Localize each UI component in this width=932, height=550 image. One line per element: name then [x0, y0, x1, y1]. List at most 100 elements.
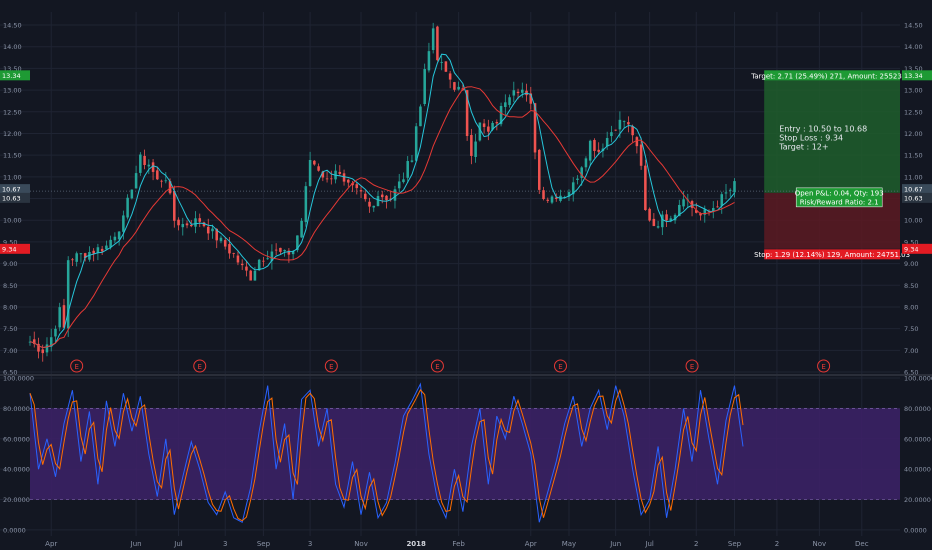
candle-body — [605, 138, 609, 147]
candle-body — [62, 305, 66, 328]
candle-body — [588, 140, 592, 161]
earnings-marker-label: E — [690, 363, 694, 371]
candle-body — [648, 208, 651, 221]
oscillator-line — [29, 382, 744, 524]
candle-body — [215, 228, 219, 241]
left-y-tick-label: 10.00 — [3, 217, 22, 225]
candle-body — [355, 184, 359, 189]
left-y-tick-label: 11.50 — [3, 152, 22, 160]
candle-body — [330, 178, 333, 180]
candle-body — [313, 160, 316, 165]
candle-body — [249, 270, 252, 281]
earnings-marker-label: E — [198, 363, 202, 371]
candle-body — [597, 149, 600, 152]
left-price-tag-label-entry: 10.63 — [2, 194, 21, 202]
candle-body — [54, 328, 57, 337]
candle-body — [542, 190, 545, 200]
x-tick-label: 2018 — [406, 540, 426, 548]
left-y-tick-label: 9.50 — [3, 238, 17, 246]
right-y-tick-label: 14.50 — [904, 22, 923, 30]
earnings-marker[interactable] — [685, 359, 699, 373]
candle-body — [512, 90, 516, 96]
candle-body — [156, 170, 159, 180]
candle-body — [380, 194, 384, 198]
candle-body — [359, 190, 363, 192]
x-tick-label: Sep — [257, 540, 271, 548]
candle-body — [397, 181, 401, 189]
left-price-tag-label-target: 13.34 — [2, 72, 21, 80]
candle-body — [627, 122, 630, 125]
position-labels: Target: 2.71 (25.49%) 271, Amount: 25523… — [750, 70, 913, 260]
left-y-tick-label: 13.00 — [3, 87, 22, 95]
left-osc-tick-label: 40.0000 — [3, 466, 30, 474]
x-tick-label: 2 — [694, 540, 698, 548]
candle-body — [448, 73, 452, 80]
candle-body — [368, 201, 371, 207]
candle-body — [728, 189, 732, 191]
candle-body — [423, 69, 426, 105]
candle-body — [32, 339, 36, 344]
candle-body — [75, 253, 78, 262]
left-price-tag-stop — [0, 243, 30, 254]
candle-body — [716, 206, 719, 208]
right-osc-tick-label: 40.0000 — [904, 466, 931, 474]
candle-body — [232, 253, 235, 255]
candle-body — [495, 122, 499, 124]
left-y-tick-label: 9.00 — [3, 260, 17, 268]
earnings-marker[interactable] — [817, 359, 831, 373]
candle-body — [143, 155, 146, 166]
x-tick-label: Feb — [452, 540, 465, 548]
target-zone[interactable] — [764, 75, 900, 193]
candle-body — [151, 162, 155, 172]
candle-body — [274, 249, 278, 251]
candle-body — [113, 236, 117, 241]
candle-body — [177, 219, 180, 226]
candle-body — [661, 214, 664, 228]
candle-body — [695, 210, 698, 213]
candle-body — [79, 253, 83, 255]
candle-body — [724, 192, 728, 194]
earnings-marker[interactable] — [553, 359, 567, 373]
candle-body — [618, 119, 622, 130]
earnings-marker-label: E — [558, 363, 562, 371]
candle-body — [147, 164, 151, 167]
candle-body — [521, 89, 524, 93]
candle-body — [279, 247, 282, 252]
left-y-tick-label: 7.50 — [3, 325, 17, 333]
candle-body — [300, 220, 303, 238]
candle-body — [652, 218, 656, 227]
x-tick-label: Nov — [813, 540, 827, 548]
candle-body — [427, 51, 431, 71]
earnings-marker-label: E — [435, 363, 439, 371]
earnings-marker[interactable] — [324, 359, 338, 373]
left-osc-tick-label: 80.0000 — [3, 405, 30, 413]
candle-body — [656, 226, 660, 228]
candle-body — [631, 126, 634, 136]
stop-label: Stop: 1.29 (12.14%) 129, Amount: 24751.0… — [754, 251, 910, 259]
candle-body — [580, 167, 583, 178]
candle-body — [92, 250, 95, 254]
left-y-tick-label: 14.50 — [3, 22, 22, 30]
left-osc-tick-label: 20.0000 — [3, 496, 30, 504]
earnings-marker[interactable] — [193, 359, 207, 373]
candle-body — [198, 218, 202, 222]
earnings-marker[interactable] — [430, 359, 444, 373]
candle-body — [45, 344, 49, 353]
x-tick-label: 3 — [223, 540, 227, 548]
candle-body — [173, 191, 176, 221]
earnings-marker[interactable] — [70, 359, 84, 373]
candle-body — [711, 208, 715, 212]
candle-body — [410, 160, 414, 162]
candle-body — [482, 123, 486, 127]
candle-body — [126, 197, 129, 218]
oscillator-pane — [29, 382, 900, 524]
candle-body — [325, 178, 329, 180]
candle-body — [444, 61, 448, 72]
right-y-tick-label: 12.00 — [904, 130, 923, 138]
candle-body — [83, 253, 87, 259]
candle-body — [71, 259, 74, 261]
right-price-tag-label-entry: 10.63 — [904, 194, 923, 202]
stop-label-box — [764, 249, 900, 260]
